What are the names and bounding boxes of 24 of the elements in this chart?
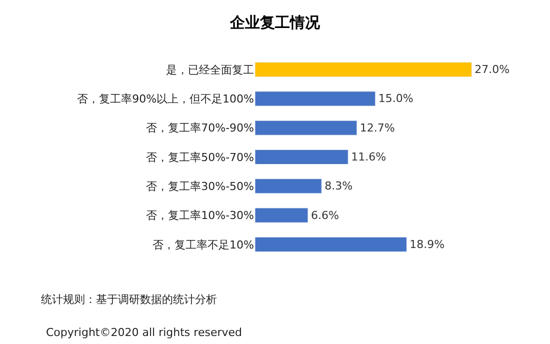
data-label: 15.0% (378, 92, 414, 106)
y-tick-label: 否，复工率10%-30% (146, 209, 254, 222)
data-label: 8.3% (324, 180, 353, 193)
data-label: 6.6% (310, 208, 339, 222)
text: 统计规则：基于调研数据的统计分析 (41, 293, 217, 306)
y-tick-label: 否，复工率30%-50% (146, 180, 254, 193)
chart-title: 企业复工情况 (229, 14, 321, 32)
y-tick-label: 否，复工率不足10% (152, 238, 254, 252)
bar (255, 208, 308, 223)
y-tick-label: 否，复工率70%-90% (146, 122, 254, 135)
y-tick-label: 否，复工率90%以上，但不足100% (77, 92, 254, 106)
data-label: 12.7% (360, 121, 395, 134)
bar (255, 62, 472, 78)
text: Copyright©2020 all rights reserved (46, 326, 242, 339)
y-tick-label: 是，已经全面复工 (166, 63, 254, 76)
data-label: 18.9% (410, 238, 445, 251)
bar (255, 91, 376, 106)
bar (255, 236, 407, 252)
data-label: 11.6% (351, 150, 386, 164)
bar (255, 178, 322, 194)
y-tick-label: 否，复工率50%-70% (146, 150, 254, 164)
bar (255, 120, 358, 136)
data-label: 27.0% (474, 63, 510, 76)
bar (255, 149, 348, 165)
